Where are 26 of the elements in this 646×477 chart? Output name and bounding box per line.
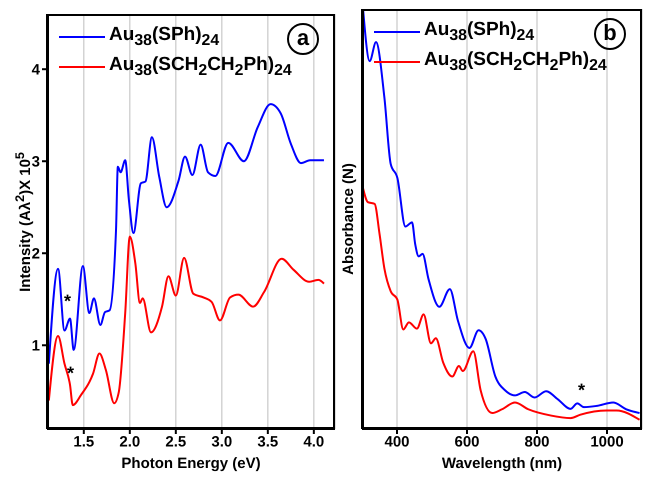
y-tick-label: 4 bbox=[32, 62, 41, 79]
x-tick-label: 400 bbox=[384, 434, 410, 451]
legend-label: Au$_{38}$(SCH$_{2}$CH$_{2}$Ph)$_{24}$ bbox=[109, 54, 292, 80]
x-tick-label: 4.0 bbox=[303, 434, 324, 451]
x-tick-label: 2.0 bbox=[119, 434, 140, 451]
x-tick-label: 3.0 bbox=[211, 434, 232, 451]
x-tick-label: 3.5 bbox=[257, 434, 278, 451]
x-tick-label: 600 bbox=[454, 434, 480, 451]
legend-label: Au$_{38}$(SPh)$_{24}$ bbox=[109, 24, 220, 50]
y-tick-label: 3 bbox=[32, 154, 40, 171]
y-axis-title: Absorbance (N) bbox=[340, 163, 358, 275]
x-axis-title: Wavelength (nm) bbox=[440, 455, 564, 472]
line-series bbox=[48, 236, 325, 406]
y-tick-label: 1 bbox=[32, 338, 40, 355]
legend-label: Au$_{38}$(SPh)$_{24}$ bbox=[424, 19, 534, 45]
x-axis-title: Photon Energy (eV) bbox=[120, 455, 262, 472]
x-tick-label: 2.5 bbox=[165, 434, 186, 451]
x-tick-label: 1000 bbox=[590, 434, 624, 451]
line-series bbox=[48, 103, 325, 365]
annotation: * bbox=[578, 380, 586, 400]
annotation: * bbox=[64, 291, 72, 311]
y-tick-label: 2 bbox=[32, 246, 40, 263]
x-tick-label: 800 bbox=[524, 434, 550, 451]
x-tick-label: 1.5 bbox=[73, 434, 94, 451]
annotation: * bbox=[67, 363, 74, 383]
legend-label: Au$_{38}$(SCH$_{2}$CH$_{2}$Ph)$_{24}$ bbox=[424, 49, 607, 75]
